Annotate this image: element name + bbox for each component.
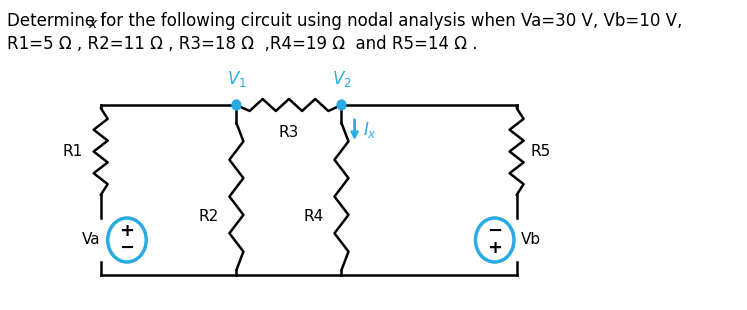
Circle shape — [337, 100, 346, 110]
Text: R2: R2 — [199, 209, 219, 224]
Circle shape — [232, 100, 241, 110]
Text: +: + — [120, 222, 134, 240]
Text: R1=5 Ω , R2=11 Ω , R3=18 Ω  ,R4=19 Ω  and R5=14 Ω .: R1=5 Ω , R2=11 Ω , R3=18 Ω ,R4=19 Ω and … — [7, 35, 477, 53]
Text: +: + — [487, 239, 502, 257]
Text: −: − — [120, 239, 134, 257]
Text: for the following circuit using nodal analysis when Va=30 V, Vb=10 V,: for the following circuit using nodal an… — [96, 12, 683, 30]
Text: $V_2$: $V_2$ — [332, 69, 351, 89]
Text: R3: R3 — [279, 125, 299, 140]
Text: R1: R1 — [63, 144, 83, 159]
Text: Va: Va — [82, 232, 101, 247]
Text: $I_x$: $I_x$ — [363, 120, 377, 140]
Text: R5: R5 — [530, 144, 551, 159]
Text: Vb: Vb — [521, 232, 541, 247]
Text: −: − — [487, 222, 502, 240]
Text: Determine I: Determine I — [7, 12, 105, 30]
Text: x: x — [88, 17, 96, 31]
Text: $V_1$: $V_1$ — [226, 69, 247, 89]
Text: R4: R4 — [304, 209, 324, 224]
